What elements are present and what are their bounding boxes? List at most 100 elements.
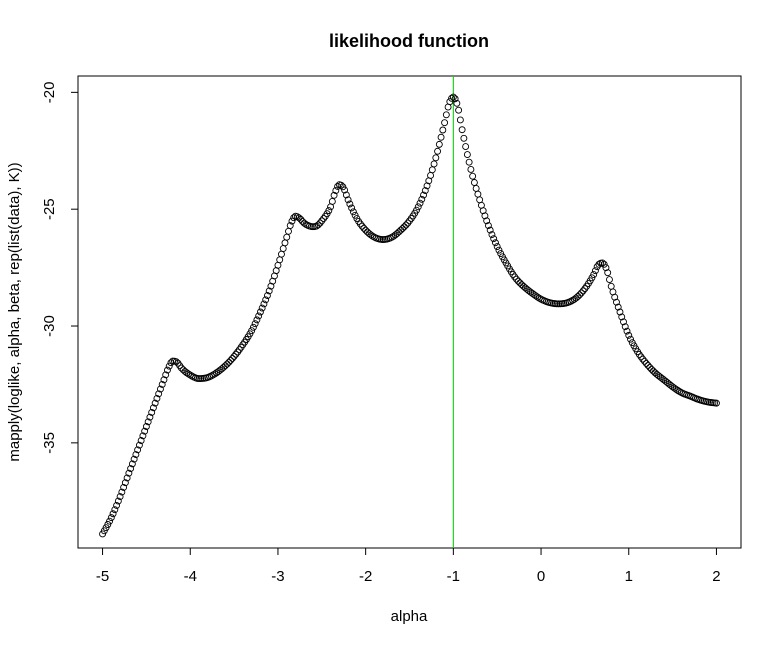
data-point — [342, 191, 350, 199]
data-point — [295, 214, 303, 222]
data-point — [346, 200, 354, 208]
data-point — [358, 222, 366, 230]
data-point — [627, 335, 634, 343]
data-point — [130, 455, 138, 463]
data-point — [253, 316, 261, 324]
y-tick-label: -20 — [41, 82, 58, 104]
data-point — [465, 158, 473, 166]
data-point — [670, 384, 678, 392]
data-point — [263, 292, 271, 299]
data-point — [535, 294, 543, 302]
y-axis: -35 -30 -25 -20 — [41, 82, 79, 454]
y-axis-label: mapply(loglike, alpha, beta, rep(list(da… — [6, 162, 23, 461]
data-point — [279, 245, 287, 253]
data-point — [316, 219, 324, 227]
data-point — [125, 469, 133, 477]
data-point — [255, 312, 263, 320]
data-point — [228, 355, 236, 362]
data-point — [262, 296, 270, 304]
data-point — [248, 327, 256, 335]
data-point — [337, 181, 345, 189]
data-point — [400, 223, 408, 231]
data-point — [297, 215, 305, 223]
data-point — [258, 304, 266, 312]
chart-title: likelihood function — [329, 31, 489, 51]
data-point — [672, 385, 680, 393]
data-point — [278, 250, 285, 258]
y-tick-label: -35 — [41, 432, 58, 454]
data-point — [469, 172, 477, 180]
data-point — [602, 264, 610, 272]
data-point — [481, 212, 489, 220]
data-point — [646, 363, 654, 371]
data-point — [493, 243, 501, 251]
data-point — [256, 308, 264, 316]
data-point — [160, 376, 168, 384]
data-point — [470, 179, 478, 186]
data-point — [600, 260, 608, 268]
data-point — [148, 409, 156, 416]
data-point — [281, 239, 289, 247]
data-points — [99, 93, 720, 538]
data-point — [421, 187, 429, 195]
data-point — [230, 352, 238, 360]
y-tick-label: -30 — [41, 315, 58, 337]
data-point — [114, 497, 122, 505]
data-point — [446, 98, 454, 106]
data-point — [437, 133, 445, 141]
data-point — [127, 465, 135, 472]
data-point — [404, 219, 412, 227]
data-point — [442, 111, 450, 119]
data-point — [451, 95, 459, 103]
data-point — [186, 371, 194, 379]
data-point — [518, 281, 526, 289]
data-point — [120, 483, 128, 491]
data-point — [598, 259, 606, 267]
data-point — [360, 224, 368, 232]
data-point — [590, 271, 598, 279]
data-point — [513, 275, 520, 283]
data-point — [397, 226, 405, 234]
data-point — [121, 479, 129, 487]
data-point — [141, 427, 149, 435]
data-point — [435, 140, 443, 148]
data-point — [153, 395, 161, 402]
data-point — [432, 154, 440, 162]
data-point — [534, 293, 541, 301]
data-point — [109, 510, 117, 518]
data-point — [367, 231, 375, 239]
data-point — [402, 221, 410, 229]
data-point — [330, 191, 338, 199]
data-point — [644, 362, 652, 369]
data-point — [356, 220, 364, 228]
data-point — [135, 441, 143, 449]
data-point — [428, 166, 436, 174]
data-point — [639, 355, 647, 363]
data-point — [283, 233, 291, 241]
data-point — [456, 116, 464, 124]
data-point — [106, 517, 114, 525]
data-point — [320, 215, 328, 223]
data-point — [577, 289, 585, 297]
data-point — [484, 222, 492, 229]
x-tick-label: 2 — [712, 568, 720, 585]
data-point — [420, 191, 427, 199]
data-point — [491, 239, 499, 247]
data-point — [620, 318, 627, 326]
data-point — [611, 293, 619, 301]
data-point — [156, 385, 164, 393]
data-point — [413, 206, 420, 214]
data-point — [579, 287, 587, 295]
data-point — [285, 227, 292, 235]
data-point — [483, 217, 491, 225]
data-point — [348, 204, 356, 212]
x-tick-label: -4 — [184, 568, 197, 585]
data-point — [614, 303, 622, 311]
data-point — [265, 287, 273, 295]
data-point — [139, 432, 147, 440]
plot-frame — [77, 75, 742, 549]
data-point — [674, 387, 682, 394]
data-point — [341, 186, 349, 194]
data-point — [128, 460, 136, 468]
data-point — [185, 370, 192, 378]
